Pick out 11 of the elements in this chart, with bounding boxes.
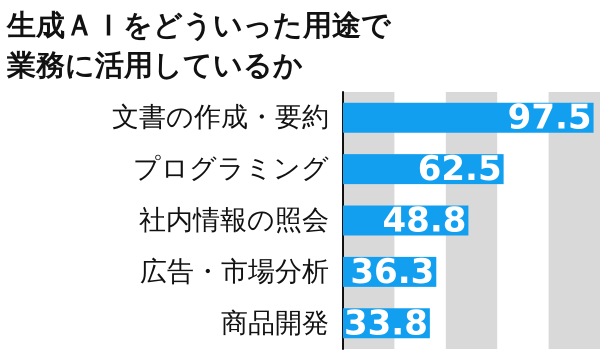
data-label: 97.5 bbox=[508, 98, 592, 138]
y-tick-label: 社内情報の照会 bbox=[139, 205, 329, 236]
y-tick-label: 文書の作成・要約 bbox=[112, 102, 329, 134]
y-tick-label: 広告・市場分析 bbox=[140, 256, 329, 288]
data-label: 33.8 bbox=[344, 303, 428, 344]
data-label: 36.3 bbox=[350, 252, 434, 292]
data-label: 48.8 bbox=[382, 200, 466, 240]
chart-title: 生成ＡＩをどういった用途で業務に活用しているか bbox=[6, 8, 392, 82]
y-tick-label: プログラミング bbox=[133, 154, 329, 185]
y-tick-label: 商品開発 bbox=[221, 308, 329, 339]
data-label: 62.5 bbox=[418, 149, 502, 190]
